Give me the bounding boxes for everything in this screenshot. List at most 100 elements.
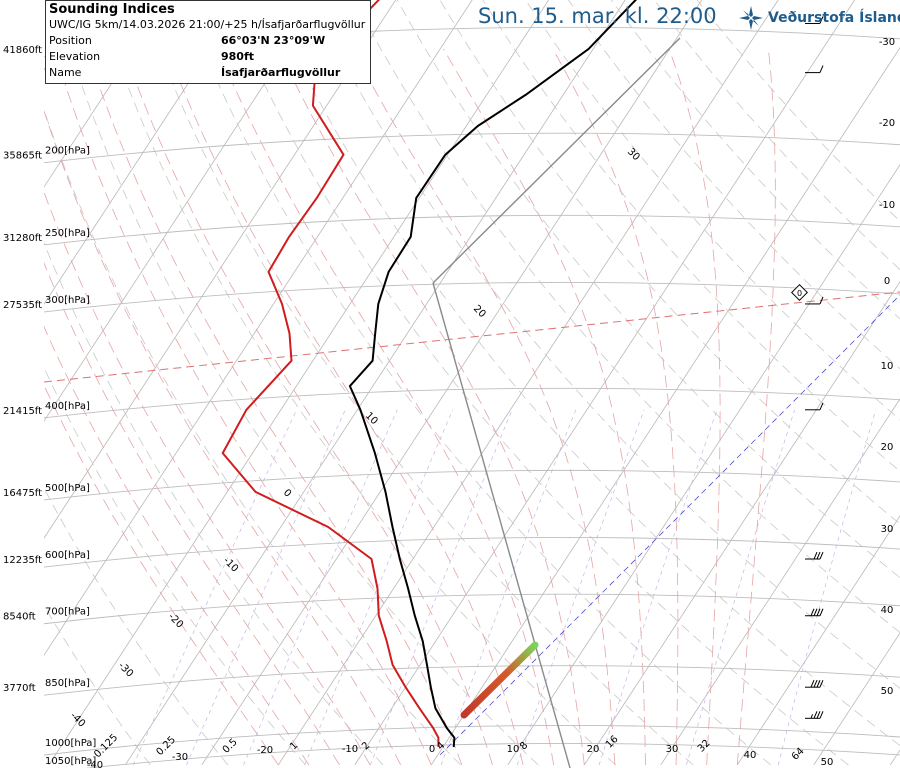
info-label: Name: [49, 66, 82, 79]
info-label: Elevation: [49, 50, 101, 63]
right-tick-label: -10: [879, 200, 895, 211]
isobar-line: [84, 742, 900, 768]
mixing-ratio-line: [243, 409, 398, 766]
isotherm-label: 20: [471, 303, 488, 320]
dry-adiabat: [96, 0, 616, 766]
dry-adiabat: [653, 0, 900, 271]
pressure-tick-label: 400[hPa]: [45, 401, 90, 412]
wind-barb-flag: [816, 711, 821, 719]
isotherm-line: [660, 398, 900, 766]
dry-adiabat: [268, 0, 900, 746]
pressure-tick-label: 600[hPa]: [45, 550, 90, 561]
brand-logo: Veðurstofa Íslands: [738, 5, 900, 31]
surface-parcel-bar: [460, 641, 539, 719]
pressure-tick-label: 1050[hPa]: [45, 756, 96, 767]
isotherm-label: -20: [166, 611, 185, 630]
bottom-temperature-label: -40: [87, 760, 103, 768]
altitude-tick-label: 12235ft: [3, 555, 42, 566]
info-row-elevation: Elevation 980ft: [46, 49, 370, 65]
altitude-tick-label: 41860ft: [3, 45, 42, 56]
bottom-temperature-label: -30: [172, 752, 188, 763]
wind-barb-flag: [819, 296, 824, 305]
isotherm-label: -30: [116, 660, 135, 679]
isobar-line: [44, 281, 900, 313]
wind-barb-flag: [819, 402, 824, 411]
pressure-tick-label: 1000[hPa]: [45, 738, 96, 749]
isotherm-line: [0, 0, 245, 765]
mixing-ratio-label: 32: [696, 738, 713, 755]
dry-adiabat: [396, 0, 900, 579]
isotherm-label: 0: [281, 487, 293, 499]
wind-barb-flag: [813, 551, 818, 560]
info-value: 980ft: [221, 50, 255, 63]
wind-barb-flag: [816, 551, 821, 560]
dry-adiabat: [696, 0, 900, 222]
dry-adiabat: [525, 0, 900, 421]
right-tick-label: -30: [879, 37, 895, 48]
wind-barb-flag: [810, 679, 815, 688]
right-tick-label: 20: [881, 442, 894, 453]
snowflake-logo-icon: [739, 6, 763, 30]
altitude-tick-label: 8540ft: [3, 612, 36, 623]
altitude-tick-label: 27535ft: [3, 300, 42, 311]
bottom-temperature-label: 10: [507, 744, 520, 755]
wind-barbs: [805, 16, 824, 719]
isotherm-line: [354, 0, 856, 766]
moist-adiabat: [217, 48, 555, 766]
info-value: Ísafjarðarflugvöllur: [221, 66, 341, 79]
dry-adiabat: [311, 0, 900, 689]
moist-adiabat: [166, 48, 524, 766]
mixing-ratio-label: 0.125: [92, 732, 120, 760]
moist-adiabat: [123, 48, 493, 766]
mixing-ratio-label: 1: [288, 740, 300, 752]
reference-diagonal-line: [439, 294, 900, 756]
moist-adiabat: [278, 48, 585, 766]
mixing-ratio-line: [186, 409, 346, 766]
dry-adiabat: [610, 0, 900, 320]
pressure-tick-label: 500[hPa]: [45, 483, 90, 494]
mixing-ratio-line: [370, 409, 513, 766]
right-tick-label: 50: [881, 686, 894, 697]
wind-barb-flag: [813, 679, 818, 688]
mixing-ratio-line: [598, 409, 718, 766]
mixing-ratio-label: 4: [435, 740, 447, 752]
freezing-level-marker-label: 0: [797, 289, 802, 298]
bottom-temperature-label: -10: [342, 744, 358, 755]
pressure-tick-label: 250[hPa]: [45, 228, 90, 239]
isobar-line: [44, 387, 900, 419]
bottom-temperature-label: 30: [666, 744, 679, 755]
isotherm-line: [889, 749, 900, 766]
isotherm-line: [736, 515, 900, 766]
right-tick-label: 0: [884, 276, 890, 287]
mixing-ratio-label: 16: [604, 734, 621, 751]
wind-barb-flag: [819, 711, 824, 719]
isotherm-line: [44, 0, 320, 422]
mixing-ratio-line: [304, 409, 454, 766]
bottom-temperature-label: 40: [744, 750, 757, 761]
mixing-ratio-label: 8: [518, 740, 530, 752]
isobar-line: [44, 132, 900, 164]
dry-adiabat: [439, 0, 900, 525]
mixing-ratio-line: [686, 409, 796, 766]
wind-barb-flag: [819, 16, 824, 24]
right-tick-label: 10: [881, 361, 894, 372]
moist-adiabat: [443, 48, 646, 766]
mixing-ratio-line: [777, 409, 877, 766]
moist-adiabat: [44, 109, 402, 766]
altitude-tick-label: 31280ft: [3, 233, 42, 244]
bottom-temperature-label: -20: [257, 745, 273, 756]
parcel-line: [432, 282, 571, 768]
info-model-line: UWC/IG 5km/14.03.2026 21:00/+25 h/Ísafja…: [49, 18, 366, 31]
isotherm-line: [813, 632, 900, 766]
wind-barb-flag: [810, 608, 815, 616]
dry-adiabat: [482, 0, 900, 472]
moist-adiabat: [44, 191, 371, 766]
wind-barb-flag: [819, 551, 824, 560]
wind-barb-flag: [819, 65, 824, 73]
wind-barb-half-flag: [810, 714, 813, 719]
isotherm-line: [583, 281, 900, 766]
altitude-tick-label: 35865ft: [3, 151, 42, 162]
isobar-line: [44, 469, 900, 501]
